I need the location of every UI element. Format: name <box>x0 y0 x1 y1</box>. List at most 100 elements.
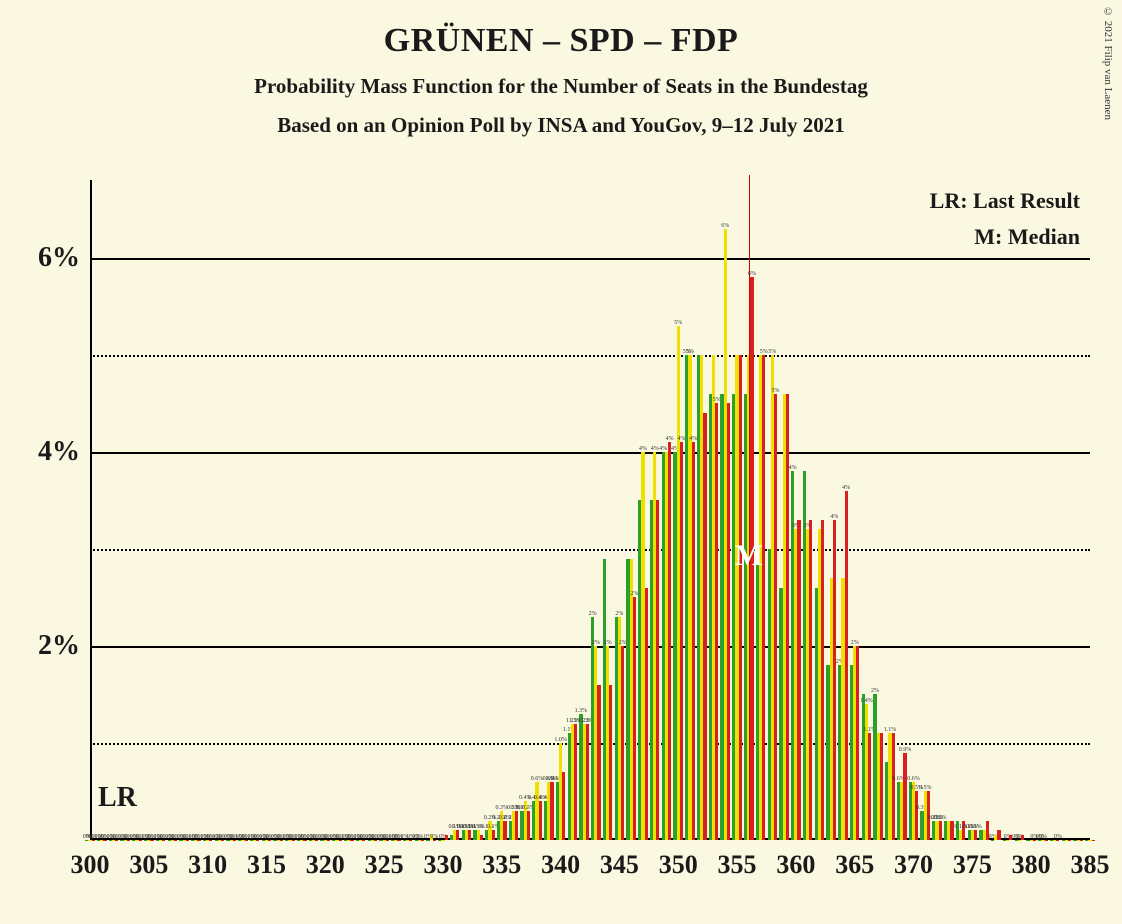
x-tick-label: 370 <box>894 850 933 880</box>
bar-red: 0% <box>127 840 130 841</box>
bar-red: 0% <box>386 840 389 841</box>
chart-plot-area: 2%4%6% 300305310315320325330335340345350… <box>90 180 1090 840</box>
bar-value-label: 0.9% <box>899 747 912 753</box>
bar-red: 2% <box>633 597 636 840</box>
bar-red: 0% <box>174 840 177 841</box>
chart-subtitle-2: Based on an Opinion Poll by INSA and You… <box>0 113 1122 138</box>
bar-red: 2% <box>621 646 624 840</box>
y-tick-label: 2% <box>38 630 80 662</box>
bar-red <box>656 500 659 840</box>
bar-red: 0% <box>92 840 95 841</box>
bar-red: 0.1% <box>468 830 471 840</box>
bar-red: 0.1% <box>974 830 977 840</box>
bar-value-label: 5% <box>686 349 694 355</box>
chart-title: GRÜNEN – SPD – FDP <box>0 0 1122 60</box>
x-tick-label: 385 <box>1071 850 1110 880</box>
bar-red: 5% <box>762 355 765 840</box>
bar-red: 0% <box>115 840 118 841</box>
bar-red <box>645 588 648 840</box>
bar-value-label: 5% <box>760 349 768 355</box>
bar-red: 0% <box>409 840 412 841</box>
bar-red: 0% <box>233 840 236 841</box>
bar-red <box>421 840 424 841</box>
bar-red <box>445 835 448 840</box>
bar-red <box>562 772 565 840</box>
bar-red: 4% <box>845 491 848 840</box>
bars-container: 0% 0% 0% 0% 0% 0% 0% 0% 0% 0% 0% 0% 0% 0% 0% 0% 0% 0% 0% 0%… <box>90 180 1090 840</box>
bar-red: 0% <box>397 840 400 841</box>
bar-value-label: 2% <box>589 611 597 617</box>
bar-value-label: 4% <box>651 446 659 452</box>
bar-red: 4% <box>668 442 671 840</box>
x-tick-label: 315 <box>247 850 286 880</box>
bar-red <box>786 394 789 840</box>
bar-red: 0% <box>350 840 353 841</box>
legend-m: M: Median <box>930 224 1080 250</box>
x-tick-label: 300 <box>71 850 110 880</box>
bar-red: 0% <box>103 840 106 841</box>
bar-red <box>1080 840 1083 841</box>
legend: LR: Last Result M: Median <box>930 188 1080 260</box>
bar-value-label: 5% <box>674 320 682 326</box>
bar-red: 0% <box>1033 840 1036 841</box>
bar-red <box>1045 840 1048 841</box>
bar-red: 0% <box>209 840 212 841</box>
bar-red <box>597 685 600 840</box>
bar-red <box>1068 840 1071 841</box>
bar-value-label: 5% <box>768 349 776 355</box>
bar-red: 0.1% <box>492 830 495 840</box>
bar-value-label: 4% <box>789 465 797 471</box>
bar-red: 0% <box>303 840 306 841</box>
x-tick-label: 320 <box>306 850 345 880</box>
bar-value-label: 0.3% <box>496 805 509 811</box>
bar-red <box>821 520 824 840</box>
x-tick-label: 340 <box>541 850 580 880</box>
bar-red <box>1021 835 1024 840</box>
copyright-text: © 2021 Filip van Laenen <box>1102 6 1114 120</box>
x-tick-label: 345 <box>600 850 639 880</box>
legend-lr: LR: Last Result <box>930 188 1080 214</box>
bar-red: 0% <box>162 840 165 841</box>
bar-red: 0.3% <box>527 811 530 840</box>
bar-red <box>797 520 800 840</box>
bar-value-label: 2% <box>592 640 600 646</box>
bar-red <box>892 733 895 840</box>
bar-red: 0% <box>315 840 318 841</box>
bar-red: 0.2% <box>503 821 506 840</box>
lr-marker-label: LR <box>98 782 137 814</box>
chart-subtitle-1: Probability Mass Function for the Number… <box>0 74 1122 99</box>
bar-value-label: 2% <box>615 611 623 617</box>
bar-red: 1.1% <box>868 733 871 840</box>
bar-red: 0% <box>256 840 259 841</box>
bar-value-label: 1.4% <box>860 698 873 704</box>
bar-red: 4% <box>692 442 695 840</box>
x-tick-label: 335 <box>482 850 521 880</box>
x-tick-label: 360 <box>776 850 815 880</box>
x-tick-label: 365 <box>835 850 874 880</box>
bar-red: 0% <box>327 840 330 841</box>
x-tick-label: 310 <box>188 850 227 880</box>
bar-red: 5% <box>715 403 718 840</box>
bar-red <box>739 355 742 840</box>
bar-red <box>1092 840 1095 841</box>
bar-red: 0% <box>280 840 283 841</box>
bar-red: 0% <box>433 840 436 841</box>
bar-red: 0% <box>339 840 342 841</box>
bar-red: 0% <box>186 840 189 841</box>
bar-red <box>880 733 883 840</box>
bar-red <box>809 520 812 840</box>
median-line <box>749 175 751 840</box>
bar-red <box>703 413 706 840</box>
bar-value-label: 0.6% <box>531 776 544 782</box>
bar-red: 0% <box>374 840 377 841</box>
bar-red: 1.2% <box>574 724 577 840</box>
bar-value-label: 4% <box>639 446 647 452</box>
y-tick-label: 4% <box>38 436 80 468</box>
bar-red: 4% <box>833 520 836 840</box>
bar-red: 0% <box>150 840 153 841</box>
bar-red: 0.1% <box>456 830 459 840</box>
bar-value-label: 1.0% <box>554 737 567 743</box>
bar-red: 0% <box>1056 840 1059 841</box>
bar-red: 0% <box>139 840 142 841</box>
bar-red: 1.2% <box>586 724 589 840</box>
